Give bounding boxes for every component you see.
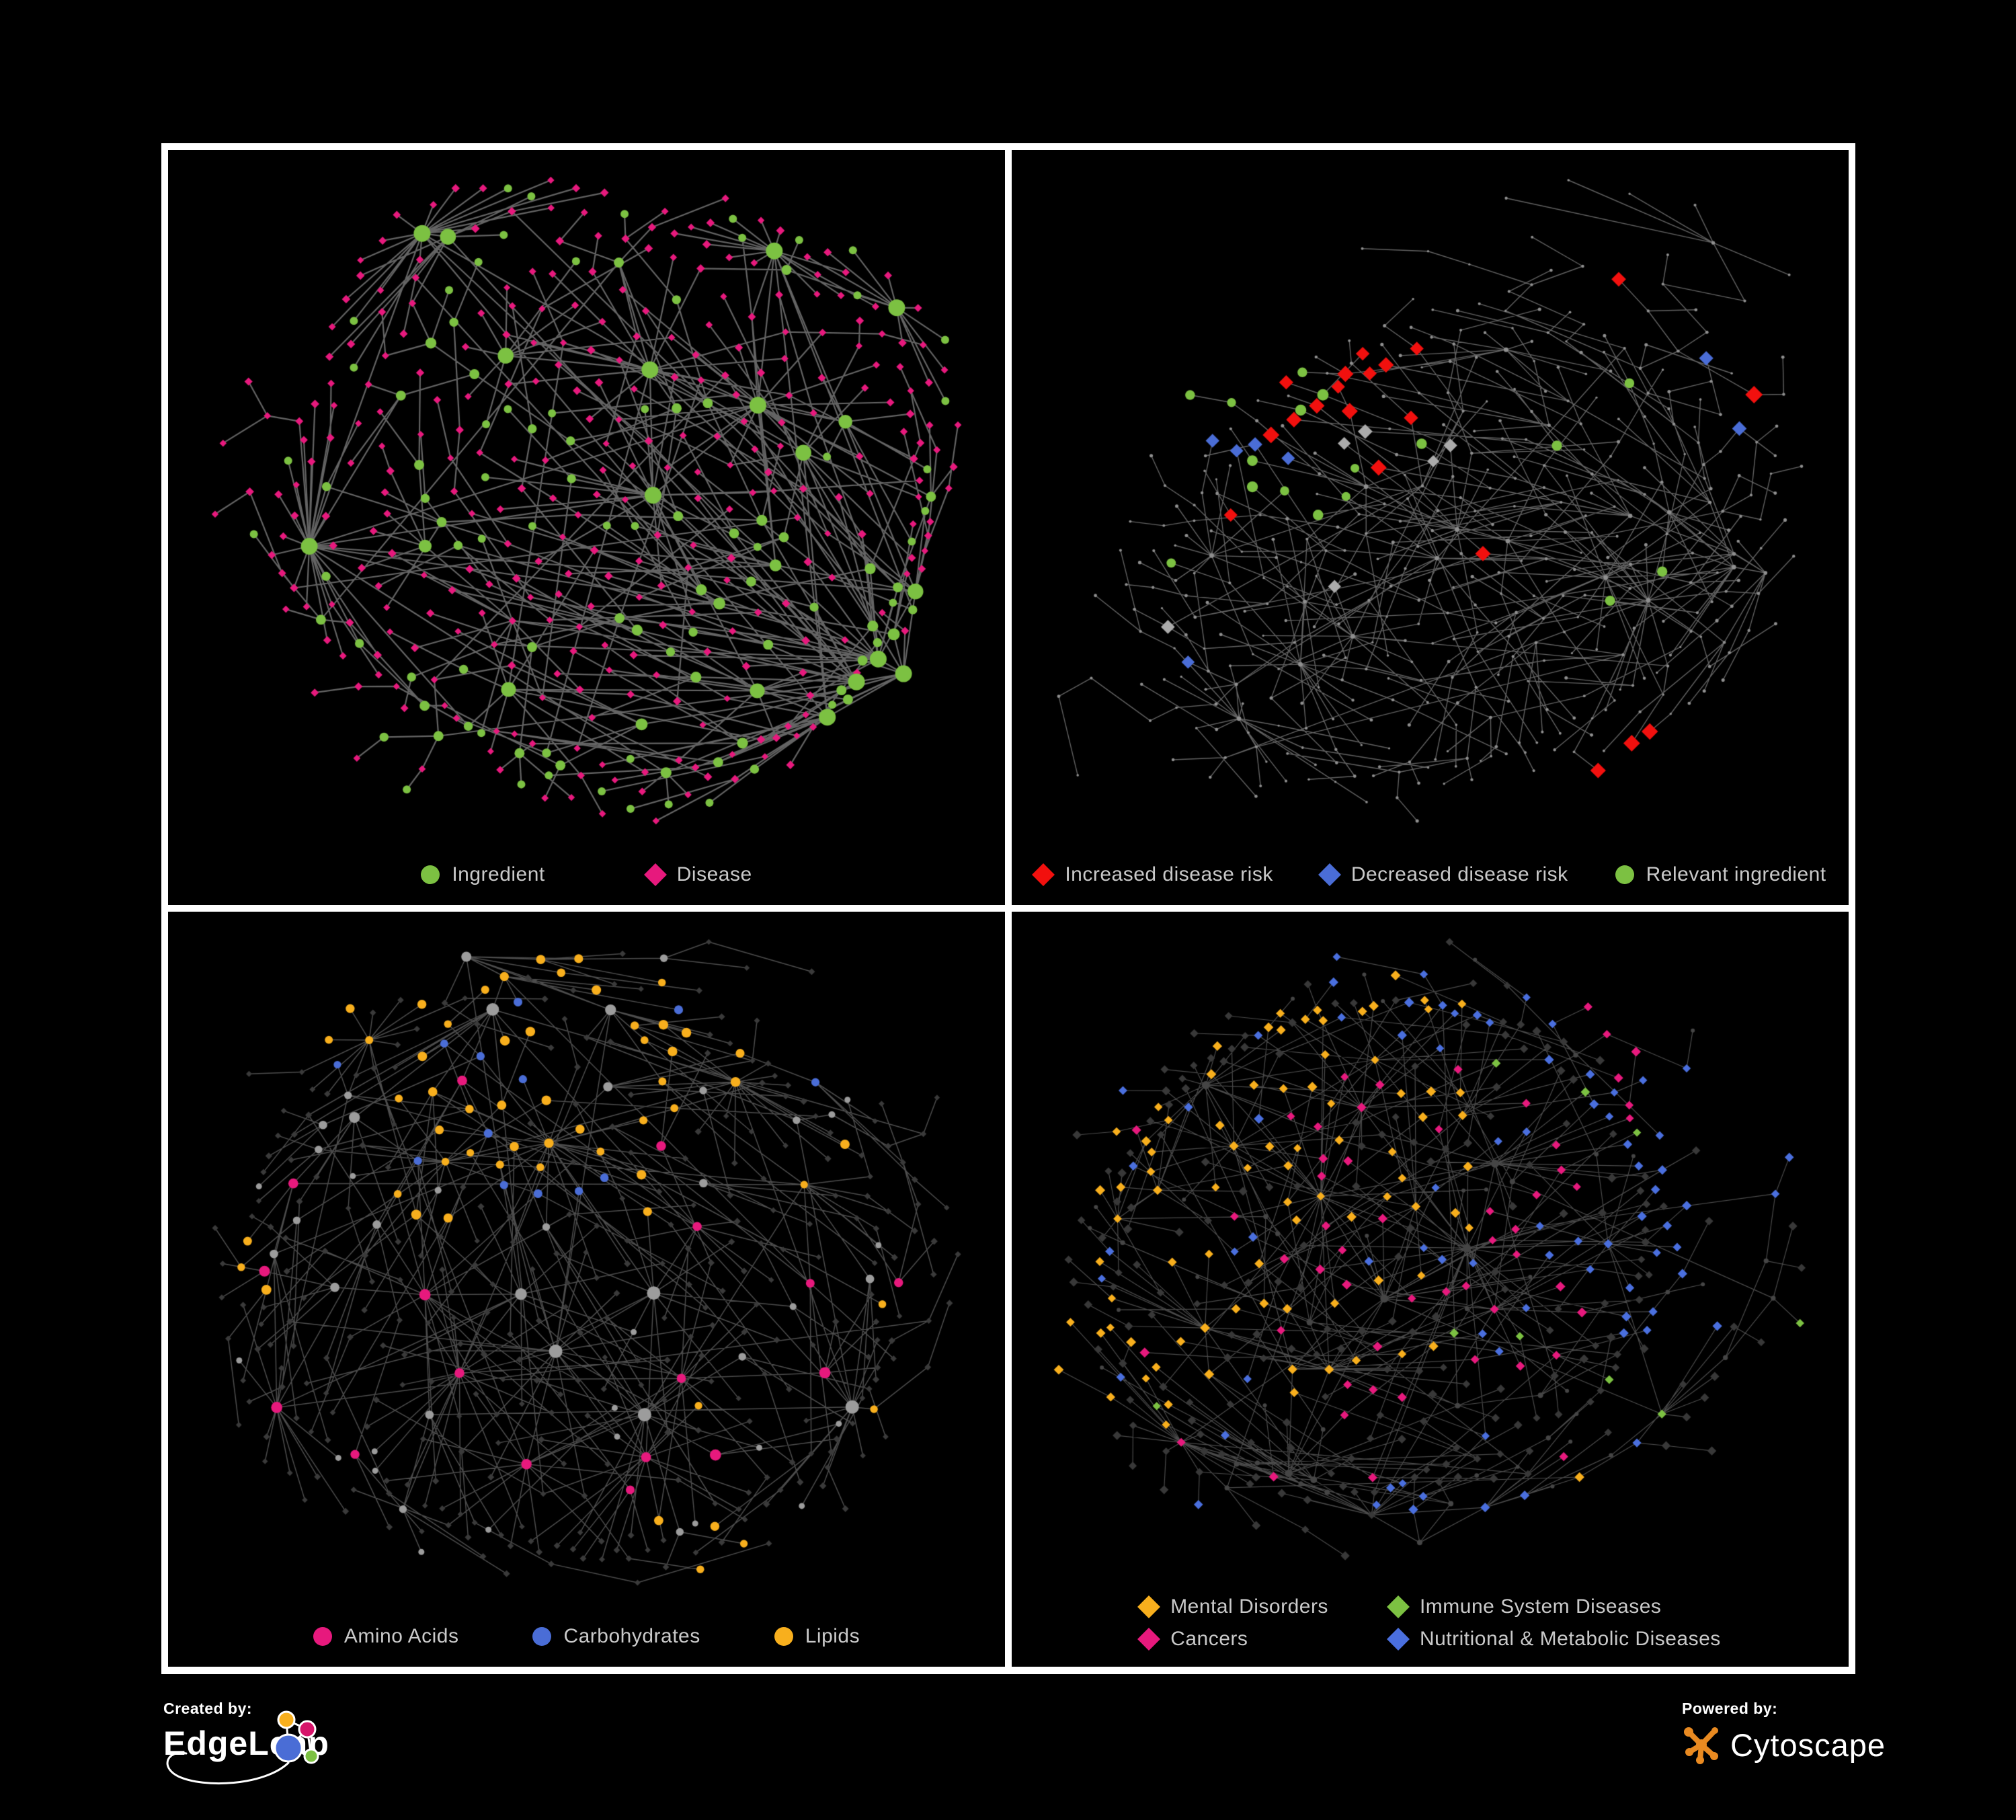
legend-item: Relevant ingredient xyxy=(1615,863,1826,886)
legend-label: Mental Disorders xyxy=(1170,1595,1328,1618)
legend-label: Nutritional & Metabolic Diseases xyxy=(1419,1628,1721,1650)
legend-item: Carbohydrates xyxy=(532,1625,700,1648)
panel-nutrient-classes: Amino Acids Carbohydrates Lipids xyxy=(168,912,1005,1667)
legend-item: Disease xyxy=(643,863,752,886)
circle-marker xyxy=(774,1627,793,1646)
legend-label: Cancers xyxy=(1170,1628,1248,1650)
panel-disease-risk: Increased disease risk Decreased disease … xyxy=(1012,150,1849,905)
diamond-marker xyxy=(1137,1595,1161,1618)
legend-item: Decreased disease risk xyxy=(1318,863,1568,886)
legend-label: Amino Acids xyxy=(344,1625,459,1647)
created-by-label: Created by: xyxy=(163,1700,253,1717)
network-canvas-disease-classes xyxy=(1012,912,1849,1579)
legend-label: Increased disease risk xyxy=(1065,863,1273,885)
circle-marker xyxy=(532,1627,552,1646)
diamond-marker xyxy=(643,863,667,886)
diamond-marker xyxy=(1137,1628,1161,1651)
diamond-marker xyxy=(1318,863,1341,886)
cytoscape-logo-icon xyxy=(1684,1727,1718,1764)
white-frame-grid: Ingredient Disease Increased disease risk… xyxy=(161,143,1855,1674)
powered-by-label: Powered by: xyxy=(1682,1700,1778,1717)
legend-ingredient-disease: Ingredient Disease xyxy=(168,844,1005,905)
legend-item: Lipids xyxy=(774,1625,860,1648)
panel-ingredient-disease: Ingredient Disease xyxy=(168,150,1005,905)
legend-label: Carbohydrates xyxy=(563,1625,700,1647)
legend-nutrient-classes: Amino Acids Carbohydrates Lipids xyxy=(168,1606,1005,1667)
network-canvas-disease-risk xyxy=(1012,150,1849,844)
legend-label: Ingredient xyxy=(452,863,545,885)
created-by-block: Created by: EdgeLeap xyxy=(163,1700,493,1794)
edgeleap-brand: EdgeLeap xyxy=(163,1725,329,1762)
legend-item: Cancers xyxy=(1137,1628,1328,1651)
legend-label: Immune System Diseases xyxy=(1419,1595,1662,1618)
diamond-marker xyxy=(1386,1595,1410,1618)
legend-item: Nutritional & Metabolic Diseases xyxy=(1386,1628,1721,1651)
legend-item: Immune System Diseases xyxy=(1386,1595,1721,1618)
legend-disease-classes: Mental Disorders Immune System Diseases Ca… xyxy=(1012,1579,1849,1667)
diamond-marker xyxy=(1386,1628,1410,1651)
network-canvas-nutrient-classes xyxy=(168,912,1005,1606)
legend-item: Increased disease risk xyxy=(1032,863,1273,886)
circle-marker xyxy=(313,1627,332,1646)
legend-item: Ingredient xyxy=(421,863,545,886)
network-canvas-ingredient-disease xyxy=(168,150,1005,844)
legend-item: Amino Acids xyxy=(313,1625,459,1648)
powered-by-block: Powered by: Cytoscape xyxy=(1682,1700,1998,1794)
diamond-marker xyxy=(1032,863,1055,886)
legend-disease-risk: Increased disease risk Decreased disease … xyxy=(1012,844,1849,905)
legend-label: Relevant ingredient xyxy=(1646,863,1826,885)
circle-marker xyxy=(1615,865,1634,884)
circle-marker xyxy=(421,865,440,884)
legend-label: Lipids xyxy=(805,1625,860,1647)
cytoscape-brand: Cytoscape xyxy=(1730,1727,1886,1763)
legend-item: Mental Disorders xyxy=(1137,1595,1328,1618)
legend-label: Disease xyxy=(676,863,752,885)
legend-label: Decreased disease risk xyxy=(1350,863,1568,885)
panel-disease-classes: Mental Disorders Immune System Diseases Ca… xyxy=(1012,912,1849,1667)
